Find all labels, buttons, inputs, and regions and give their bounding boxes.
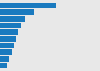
Bar [0,56,9,62]
Bar [0,16,25,22]
Bar [0,9,34,15]
Bar [0,43,14,48]
Bar [0,63,7,68]
Bar [0,23,21,28]
Bar [0,49,12,55]
Bar [0,36,16,42]
Bar [0,29,18,35]
Bar [0,3,56,8]
